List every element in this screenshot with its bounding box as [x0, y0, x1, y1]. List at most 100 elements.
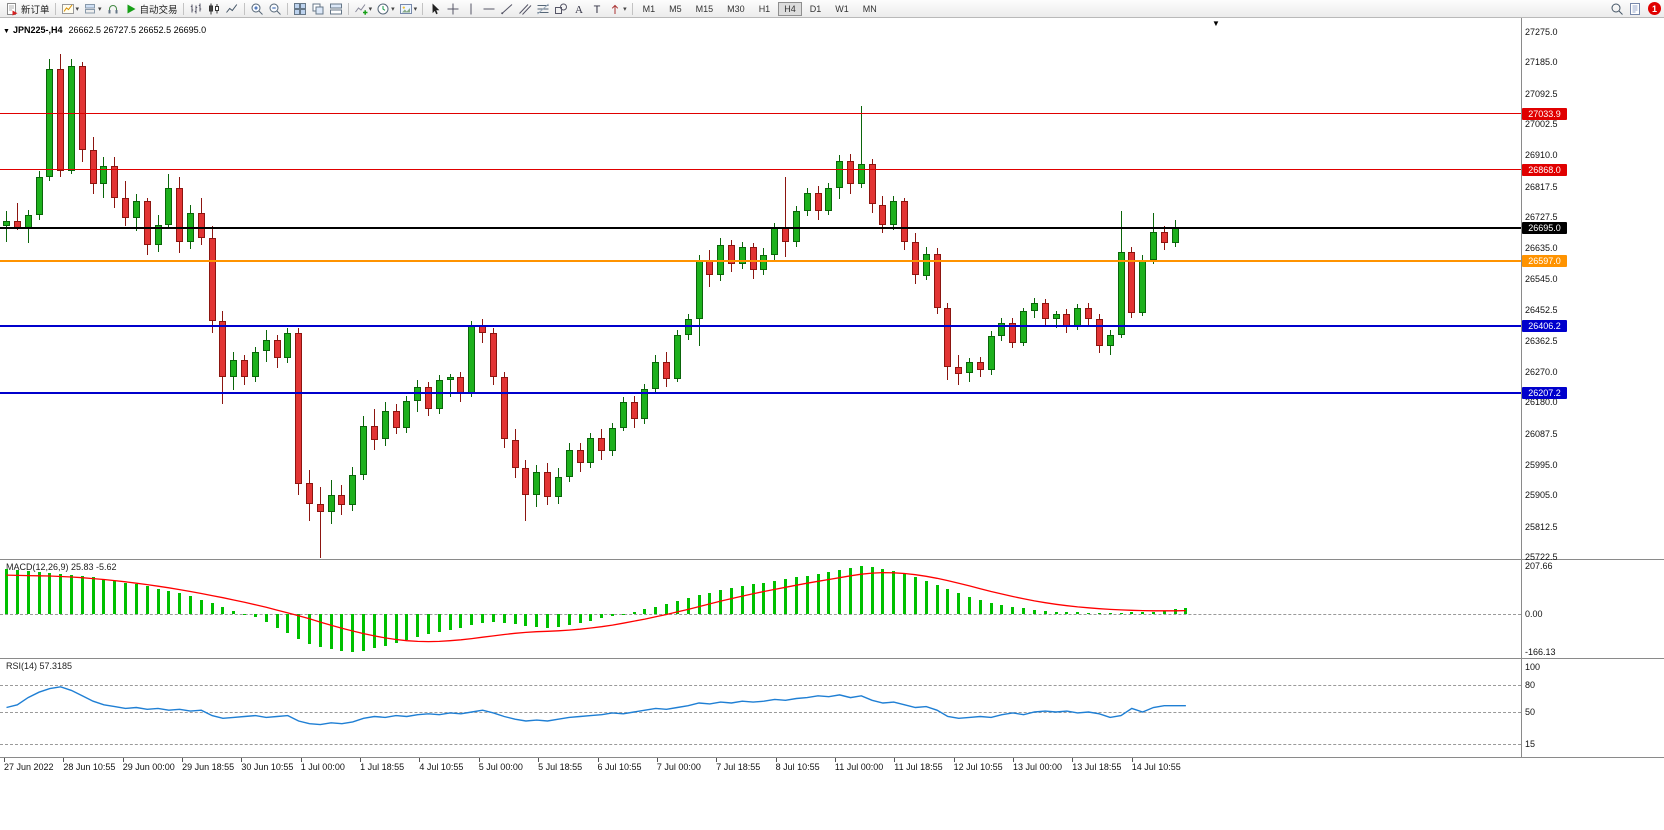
candle-body [901, 201, 909, 242]
alerts-button[interactable] [104, 1, 122, 17]
timeframe-m30[interactable]: M30 [727, 3, 745, 14]
timeframe-w1[interactable]: W1 [835, 3, 849, 14]
new-chart-button[interactable]: ▾ [59, 1, 82, 17]
candle-body [857, 163, 865, 185]
rsi-line [6, 686, 1186, 726]
macd-histogram-bar [69, 574, 73, 614]
macd-histogram-bar [1000, 605, 1004, 614]
macd-histogram-bar [15, 570, 19, 614]
candle-body [1160, 231, 1168, 244]
timeframe-m15[interactable]: M15 [695, 3, 714, 14]
line-chart-button[interactable] [223, 1, 241, 17]
notification-badge[interactable]: 1 [1648, 2, 1661, 15]
macd-histogram-bar [567, 613, 571, 626]
support-line-2[interactable] [0, 392, 1521, 395]
search-button[interactable] [1608, 1, 1626, 17]
zoom-in-button[interactable] [248, 1, 266, 17]
support-line-1[interactable] [0, 324, 1521, 327]
timeframe-mn[interactable]: MN [862, 3, 877, 14]
candle-body [760, 255, 768, 271]
time-axis-label: 8 Jul 10:55 [775, 762, 820, 772]
panel-separator[interactable] [0, 658, 1664, 659]
cursor-button[interactable] [426, 1, 444, 17]
price-axis-label: 26087.5 [1525, 428, 1558, 439]
rsi-level-line [0, 712, 1521, 713]
price-axis-label: 27185.0 [1525, 57, 1558, 68]
rsi-axis-label: 80 [1525, 680, 1536, 690]
pivot-line[interactable] [0, 260, 1521, 263]
candle-body [890, 201, 898, 225]
line-chart-icon [225, 2, 239, 16]
bid-price-line[interactable] [0, 227, 1521, 230]
price-axis-label: 25905.0 [1525, 490, 1558, 501]
macd-histogram-bar [610, 613, 614, 617]
timeframe-m5[interactable]: M5 [669, 3, 682, 14]
templates-button[interactable]: ▾ [397, 1, 420, 17]
macd-histogram-bar [805, 575, 809, 614]
candle-body [67, 65, 75, 171]
macd-histogram-bar [697, 595, 701, 614]
fibonacci-button[interactable] [534, 1, 552, 17]
candle-body [360, 426, 368, 475]
timeframe-m1[interactable]: M1 [642, 3, 656, 14]
channel-button[interactable] [516, 1, 534, 17]
svg-text:A: A [575, 4, 583, 16]
macd-histogram-bar [210, 603, 214, 614]
macd-histogram-bar [59, 573, 63, 614]
main-chart-panel[interactable] [0, 18, 1521, 559]
new-order-button-label: 新订单 [21, 4, 50, 16]
time-axis-tick [360, 758, 362, 762]
vline-icon [464, 2, 478, 16]
macd-histogram-bar [1011, 606, 1015, 614]
profiles-button[interactable]: ▾ [81, 1, 104, 17]
periods-button[interactable]: ▾ [374, 1, 397, 17]
macd-histogram-bar [351, 613, 355, 652]
collapse-toggle-icon[interactable]: ▼ [3, 28, 10, 35]
timeframe-h4[interactable]: H4 [778, 1, 802, 16]
chart-shift-marker-icon[interactable]: ▼ [1212, 19, 1220, 28]
text-button[interactable]: A [570, 1, 588, 17]
auto-trading-button[interactable]: 自动交易 [122, 1, 180, 17]
label-button[interactable]: T [588, 1, 606, 17]
cascade-button[interactable] [309, 1, 327, 17]
shapes-button[interactable] [552, 1, 570, 17]
panel-separator[interactable] [0, 559, 1664, 560]
horizontal-line-button[interactable] [480, 1, 498, 17]
time-axis-tick [182, 758, 184, 762]
tile-windows-button[interactable] [291, 1, 309, 17]
resistance-line-2[interactable] [0, 169, 1521, 171]
new-order-button[interactable]: 新订单 [3, 1, 52, 17]
macd-histogram-bar [513, 613, 517, 625]
candlestick-button[interactable] [205, 1, 223, 17]
toolbar-separator [286, 2, 288, 15]
crosshair-button[interactable] [444, 1, 462, 17]
macd-histogram-bar [221, 607, 225, 614]
macd-histogram-bar [188, 595, 192, 614]
macd-histogram-bar [124, 582, 127, 614]
candle-body [663, 361, 670, 379]
arrows-button[interactable]: ▾ [606, 1, 629, 17]
hline-icon [482, 2, 496, 16]
indicators-button[interactable]: ▾ [352, 1, 375, 17]
ohlc-bars-button[interactable] [187, 1, 205, 17]
candle-body [165, 187, 173, 225]
picture-icon [399, 2, 413, 16]
candle-body [468, 326, 476, 394]
stack-button[interactable] [327, 1, 345, 17]
resistance-line-1[interactable] [0, 113, 1521, 114]
macd-histogram-bar [816, 573, 820, 614]
trendline-button[interactable] [498, 1, 516, 17]
vertical-line-button[interactable] [462, 1, 480, 17]
timeframe-d1[interactable]: D1 [809, 3, 822, 14]
macd-histogram-bar [459, 613, 463, 629]
candle-body [111, 165, 119, 198]
toolbar-separator [347, 2, 349, 15]
candle-body [122, 197, 129, 218]
zoom-out-button[interactable] [266, 1, 284, 17]
macd-histogram-bar [1032, 609, 1036, 614]
timeframe-h1[interactable]: H1 [758, 3, 771, 14]
macd-histogram-bar [1054, 611, 1058, 614]
report-button[interactable] [1626, 1, 1644, 17]
candle-body [89, 150, 97, 185]
